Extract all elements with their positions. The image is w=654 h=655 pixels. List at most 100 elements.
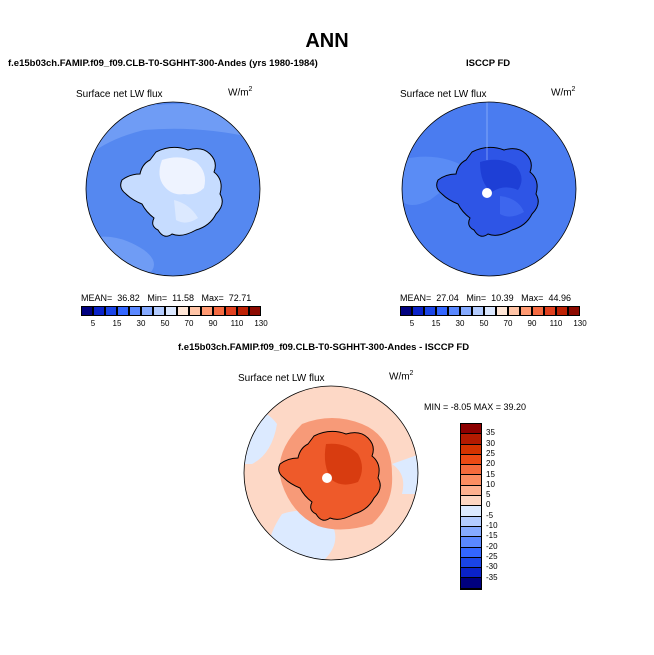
model-ice-white-2 [174,200,198,223]
colorbar-swatch [153,306,165,316]
colorbar-tick-label: 10 [486,479,495,489]
colorbar-swatch [461,465,481,476]
model-panel-title: f.e15b03ch.FAMIP.f09_f09.CLB-T0-SGHHT-30… [8,58,318,69]
colorbar-swatch [129,306,141,316]
diff-units: W/m2 [389,370,414,383]
diff-variable-label: Surface net LW flux [238,373,325,384]
colorbar-tick-label: -20 [486,541,498,551]
diff-panel-title: f.e15b03ch.FAMIP.f09_f09.CLB-T0-SGHHT-30… [178,342,470,353]
obs-variable-label: Surface net LW flux [400,89,487,100]
obs-ocean-band [402,156,470,205]
model-colorbar [81,306,261,316]
colorbar-tick-label: 70 [503,319,513,328]
diff-range: MIN = -8.05 MAX = 39.20 [424,402,527,412]
colorbar-tick-label: 50 [160,319,170,328]
colorbar-tick-label: -10 [486,521,498,530]
colorbar-tick-label: 25 [486,448,495,458]
colorbar-swatch [436,306,448,316]
colorbar-tick-label: -25 [486,551,498,561]
colorbar-swatch [461,547,481,558]
colorbar-swatch [484,306,496,316]
colorbar-tick-label: 90 [527,319,537,328]
colorbar-swatch [461,557,481,569]
colorbar-tick-label: -35 [486,572,498,582]
colorbar-tick-label: 130 [573,319,587,328]
model-polar-map [85,101,261,277]
colorbar-swatch [225,306,237,316]
colorbar-swatch [201,306,213,316]
colorbar-tick-label: 110 [230,319,244,328]
colorbar-swatch [461,434,481,445]
colorbar-tick-label: 90 [208,319,218,328]
colorbar-swatch [81,306,93,316]
colorbar-tick-label: 30 [486,438,495,448]
colorbar-swatch [461,475,481,486]
colorbar-tick-label: 5 [409,319,415,328]
diff-pole-hole [322,473,332,483]
colorbar-swatch [189,306,201,316]
colorbar-swatch [461,424,481,435]
colorbar-tick-label: 5 [90,319,96,328]
colorbar-swatch [105,306,117,316]
colorbar-tick-label: -5 [486,510,494,520]
colorbar-swatch [213,306,225,316]
colorbar-swatch [141,306,153,316]
colorbar-swatch [461,516,481,527]
obs-land-light [500,196,524,217]
diff-colorbar-ticks: 35 30 25 20 15 10 5 0 -5 -10 -15 -20 -25 -30 -35 [486,423,516,593]
obs-units: W/m2 [551,86,576,99]
obs-colorbar [400,306,580,316]
colorbar-swatch [249,306,261,316]
colorbar-swatch [461,578,481,589]
colorbar-swatch [461,454,481,466]
colorbar-swatch [237,306,249,316]
colorbar-swatch [520,306,532,316]
diff-land-dark [324,443,362,485]
obs-colorbar-ticks: 5 15 30 50 70 90 110 130 [400,319,587,331]
colorbar-swatch [93,306,105,316]
colorbar-swatch [460,306,472,316]
obs-panel-title: ISCCP FD [466,58,511,69]
colorbar-tick-label: 35 [486,428,495,438]
colorbar-swatch [461,537,481,548]
colorbar-swatch [461,444,481,455]
colorbar-swatch [568,306,580,316]
colorbar-tick-label: 30 [136,319,146,328]
colorbar-swatch [117,306,129,316]
colorbar-tick-label: 5 [486,490,491,500]
model-units: W/m2 [228,86,253,99]
obs-land-dark [480,159,522,192]
colorbar-swatch [412,306,424,316]
colorbar-swatch [461,506,481,517]
colorbar-swatch [400,306,412,316]
colorbar-swatch [508,306,520,316]
model-ice-white [159,157,205,195]
colorbar-tick-label: 50 [479,319,489,328]
colorbar-swatch [461,496,481,507]
obs-pole-hole [482,188,492,198]
obs-stats: MEAN= 27.04 Min= 10.39 Max= 44.96 [400,293,571,303]
model-colorbar-ticks: 5 15 30 50 70 90 110 130 [81,319,268,331]
diff-ocean-blue-3 [392,454,418,494]
colorbar-swatch [165,306,177,316]
colorbar-tick-label: 15 [431,319,441,328]
colorbar-swatch [496,306,508,316]
model-variable-label: Surface net LW flux [76,89,163,100]
figure-title: ANN [305,30,349,52]
model-ocean-light [86,104,260,160]
diff-polar-map [243,385,419,561]
colorbar-tick-label: 30 [455,319,465,328]
model-stats: MEAN= 36.82 Min= 11.58 Max= 72.71 [81,293,252,303]
colorbar-swatch [461,485,481,497]
colorbar-tick-label: 0 [486,500,491,510]
colorbar-swatch [532,306,544,316]
colorbar-tick-label: 15 [112,319,122,328]
obs-polar-map [401,101,577,277]
diff-colorbar [460,423,482,590]
colorbar-tick-label: 15 [486,469,495,479]
colorbar-swatch [448,306,460,316]
colorbar-tick-label: -30 [486,562,498,572]
colorbar-tick-label: 20 [486,459,495,469]
colorbar-swatch [461,526,481,538]
colorbar-swatch [424,306,436,316]
